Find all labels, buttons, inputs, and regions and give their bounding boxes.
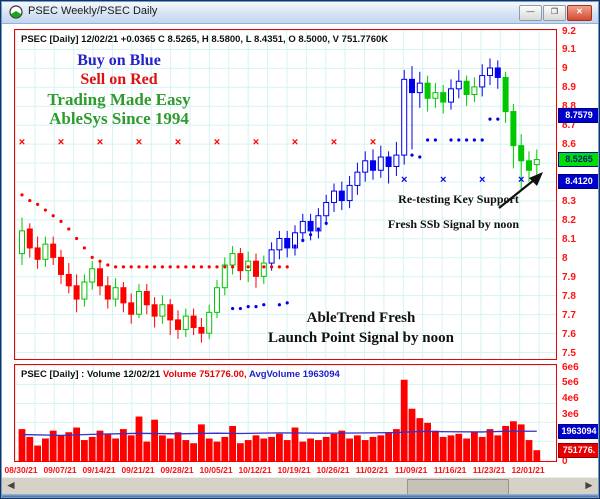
- price-tick-label: 8.1: [562, 233, 576, 245]
- svg-text:×: ×: [370, 136, 376, 148]
- svg-text:×: ×: [175, 136, 181, 148]
- price-tick-label: 8.7: [562, 120, 576, 132]
- volume-tick-label: 4e6: [562, 392, 579, 404]
- annotation-launch-line2: Launch Point Signal by noon: [268, 330, 454, 346]
- price-badge: 8.5265: [558, 152, 600, 168]
- annotation-fresh-ssb-signal: Fresh SSb Signal by noon: [387, 217, 520, 231]
- date-tick-label: 11/23/21: [472, 465, 506, 475]
- volume-tick-label: 0: [562, 455, 568, 467]
- price-tick-label: 8.6: [562, 139, 576, 151]
- volume-badge: 1963094: [558, 423, 600, 439]
- price-tick-label: 9.2: [562, 25, 576, 37]
- svg-text:×: ×: [97, 136, 103, 148]
- price-tick-label: 7.5: [562, 347, 576, 359]
- date-tick-label: 09/21/21: [121, 465, 155, 475]
- date-tick-label: 10/05/21: [199, 465, 233, 475]
- svg-text:×: ×: [479, 174, 485, 186]
- volume-badge: 751776.: [558, 442, 600, 458]
- maximize-icon: ❐: [550, 7, 559, 16]
- price-tick-label: 9.1: [562, 44, 576, 56]
- annotation-trading-made-easy: Trading Made Easy: [47, 90, 191, 109]
- svg-text:×: ×: [19, 136, 25, 148]
- price-tick-label: 8: [562, 252, 568, 264]
- volume-chart-pane[interactable]: PSEC [Daily] : Volume 12/02/21 Volume 75…: [14, 364, 557, 462]
- arrow-annotation-icon: [498, 172, 543, 209]
- svg-text:×: ×: [253, 136, 259, 148]
- price-tick-label: 7.6: [562, 328, 576, 340]
- volume-tick-label: 5e6: [562, 377, 579, 389]
- app-icon[interactable]: [9, 5, 23, 19]
- annotation-buy-on-blue: Buy on Blue: [77, 52, 161, 69]
- price-tick-label: 8.8: [562, 101, 576, 113]
- date-tick-label: 11/16/21: [433, 465, 467, 475]
- volume-chart-header: PSEC [Daily] : Volume 12/02/21 Volume 75…: [21, 369, 340, 380]
- date-tick-label: 11/02/21: [355, 465, 389, 475]
- window-bottom-edge: [0, 494, 600, 499]
- volume-tick-label: 6e6: [562, 361, 579, 373]
- price-tick-label: 7.7: [562, 309, 576, 321]
- price-tick-label: 9: [562, 63, 568, 75]
- minimize-button[interactable]: —: [519, 5, 542, 21]
- date-tick-label: 08/30/21: [4, 465, 38, 475]
- price-tick-label: 8.3: [562, 195, 576, 207]
- close-button[interactable]: ✕: [567, 5, 592, 21]
- volume-header-volume: Volume 751776.00,: [162, 369, 249, 380]
- price-chart-header: PSEC [Daily] 12/02/21 +0.0365 C 8.5265, …: [21, 34, 389, 45]
- volume-tick-label: 3e6: [562, 408, 579, 420]
- price-tick-label: 8.2: [562, 214, 576, 226]
- price-badge: 8.4120: [558, 173, 600, 189]
- svg-text:×: ×: [401, 174, 407, 186]
- date-tick-label: 09/28/21: [160, 465, 194, 475]
- price-badge: 8.7579: [558, 108, 600, 124]
- annotation-launch-point-signal: AbleTrend Fresh Launch Point Signal by n…: [236, 308, 486, 348]
- svg-text:×: ×: [136, 136, 142, 148]
- date-tick-label: 11/09/21: [394, 465, 428, 475]
- horizontal-scrollbar[interactable]: ◄ ►: [0, 477, 600, 495]
- volume-header-avg: AvgVolume 1963094: [248, 369, 340, 380]
- svg-text:×: ×: [440, 174, 446, 186]
- minimize-icon: —: [526, 7, 535, 16]
- svg-text:×: ×: [58, 136, 64, 148]
- svg-text:×: ×: [331, 136, 337, 148]
- date-tick-label: 10/19/21: [277, 465, 311, 475]
- price-tick-label: 7.9: [562, 271, 576, 283]
- annotation-sell-on-red: Sell on Red: [80, 71, 158, 88]
- close-icon: ✕: [576, 7, 583, 16]
- volume-header-symbol: PSEC [Daily] : Volume 12/02/21: [21, 369, 163, 380]
- maximize-button[interactable]: ❐: [543, 5, 566, 21]
- date-tick-label: 10/12/21: [238, 465, 272, 475]
- window-title: PSEC Weekly/PSEC Daily: [28, 5, 158, 17]
- svg-text:×: ×: [518, 174, 524, 186]
- scroll-right-arrow-icon[interactable]: ►: [580, 478, 598, 495]
- volume-plot[interactable]: [15, 365, 556, 461]
- scroll-left-arrow-icon[interactable]: ◄: [2, 478, 20, 495]
- price-plot[interactable]: × × × × × × × × × × × × × ×: [15, 30, 556, 359]
- annotation-retesting-key-support: Re-testing Key Support: [398, 192, 519, 206]
- price-tick-label: 7.8: [562, 290, 576, 302]
- svg-text:×: ×: [292, 136, 298, 148]
- annotation-ablesys-since-1994: AbleSys Since 1994: [49, 109, 189, 128]
- price-chart-pane[interactable]: PSEC [Daily] 12/02/21 +0.0365 C 8.5265, …: [14, 29, 557, 360]
- title-bar[interactable]: PSEC Weekly/PSEC Daily — ❐ ✕: [2, 1, 598, 24]
- price-tick-label: 8.9: [562, 82, 576, 94]
- date-tick-label: 12/01/21: [511, 465, 545, 475]
- svg-text:×: ×: [214, 136, 220, 148]
- date-tick-label: 10/26/21: [316, 465, 350, 475]
- scrollbar-thumb[interactable]: [407, 479, 509, 495]
- date-tick-label: 09/14/21: [82, 465, 116, 475]
- annotation-launch-line1: AbleTrend Fresh: [306, 310, 416, 326]
- date-tick-label: 09/07/21: [43, 465, 77, 475]
